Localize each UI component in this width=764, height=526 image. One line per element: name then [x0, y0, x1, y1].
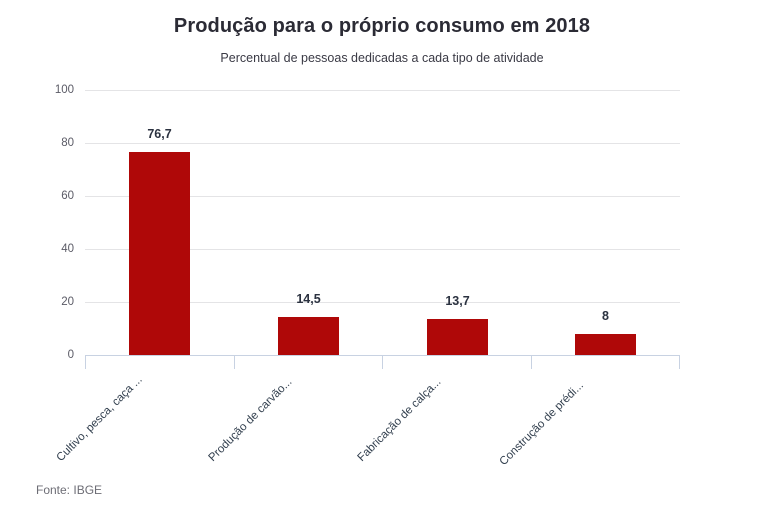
x-axis-label-fabricacao-de-calcados: Fabricação de calça...: [355, 375, 444, 464]
gridline-40: [85, 249, 680, 250]
bar-fabricacao-de-calcados[interactable]: [427, 318, 488, 355]
gridline-80: [85, 143, 680, 144]
chart-subtitle: Percentual de pessoas dedicadas a cada t…: [220, 51, 544, 65]
y-axis-tick-80: 80: [61, 137, 74, 149]
gridline-20: [85, 302, 680, 303]
y-axis-tick-60: 60: [61, 190, 74, 202]
x-axis-tick: [382, 355, 383, 369]
gridline-60: [85, 196, 680, 197]
bar-value-label: 13,7: [445, 294, 470, 308]
bar-value-label: 8: [602, 309, 609, 323]
gridline-100: [85, 90, 680, 91]
x-axis-tick: [85, 355, 86, 369]
bar-value-label: 76,7: [147, 127, 172, 141]
x-axis-label-cultivo-pesca-caca: Cultivo, pesca, caça ...: [54, 373, 145, 464]
y-axis-tick-0: 0: [67, 349, 74, 361]
bar-producao-de-carvao[interactable]: [278, 316, 339, 355]
y-axis-tick-20: 20: [61, 296, 74, 308]
plot-area: 76,7 14,5 13,7 8: [85, 90, 680, 356]
x-axis-tick: [234, 355, 235, 369]
y-axis-tick-40: 40: [61, 243, 74, 255]
bar-construcao-de-predios[interactable]: [575, 333, 636, 355]
x-axis-tick: [531, 355, 532, 369]
bar-cultivo-pesca-caca[interactable]: [129, 151, 190, 355]
x-axis-label-producao-de-carvao: Produção de carvão...: [206, 375, 295, 464]
y-axis-tick-100: 100: [54, 84, 74, 96]
x-axis-label-construcao-de-predios: Construção de prédi...: [497, 379, 587, 468]
bar-value-label: 14,5: [296, 292, 321, 306]
x-axis-tick: [679, 355, 680, 369]
chart-title: Produção para o próprio consumo em 2018: [173, 15, 591, 37]
source-note: Fonte: IBGE: [36, 483, 103, 497]
